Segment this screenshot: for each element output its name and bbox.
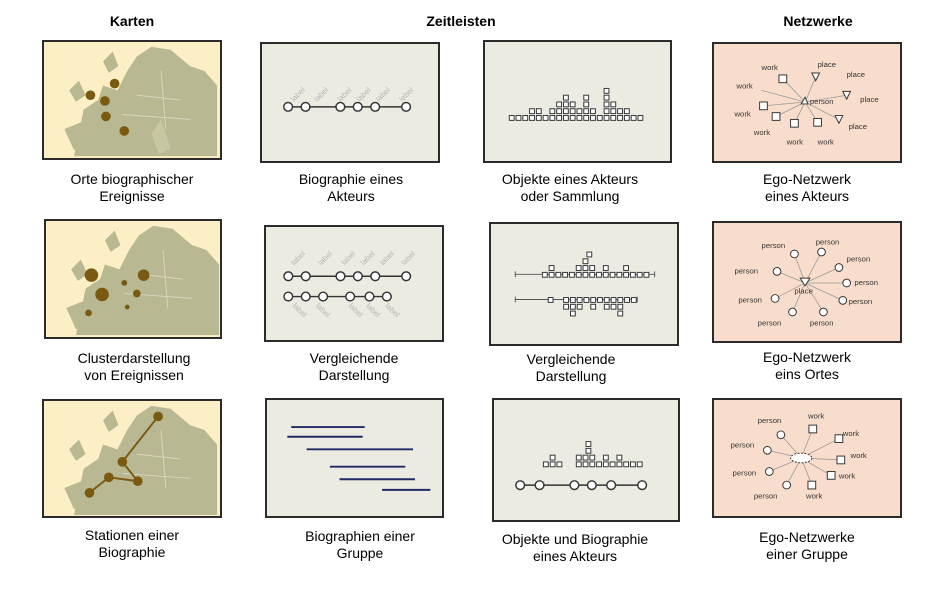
svg-text:person: person [854, 278, 878, 287]
svg-text:person: person [758, 319, 782, 328]
svg-text:person: person [754, 492, 778, 501]
header-maps: Karten [109, 13, 155, 29]
timeline-compare-illustration: label label label label label label labe… [283, 249, 417, 319]
card-network-group: person work work person work person work… [712, 398, 902, 518]
card-group-biographies [265, 398, 444, 518]
svg-text:label: label [359, 249, 377, 267]
svg-text:label: label [312, 85, 330, 103]
caption-r3c4: Ego-Netzwerke einer Gruppe [759, 529, 855, 562]
caption-r2c3: Vergleichende Darstellung [526, 351, 616, 384]
card-timeline-compare: label label label label label label labe… [264, 225, 444, 342]
svg-text:label: label [335, 85, 353, 103]
objects-biography-illustration [515, 441, 648, 491]
svg-text:label: label [316, 249, 334, 267]
caption-r1c4: Ego-Netzwerk eines Akteurs [763, 171, 851, 204]
caption-r2c2: Vergleichende Darstellung [309, 350, 399, 383]
svg-text:label: label [355, 85, 373, 103]
svg-text:person: person [810, 97, 834, 106]
header-timelines: Zeitleisten [426, 13, 496, 29]
header-networks: Netzwerke [783, 13, 853, 29]
svg-text:work: work [786, 138, 803, 147]
svg-text:label: label [378, 249, 396, 267]
svg-text:place: place [818, 60, 836, 69]
svg-text:work: work [850, 451, 867, 460]
europe-map-stations-illustration [64, 405, 218, 516]
svg-text:label: label [339, 249, 357, 267]
card-network-actor: work place place work person place work … [712, 42, 902, 163]
svg-text:label: label [364, 301, 382, 319]
svg-text:work: work [733, 110, 750, 119]
svg-text:work: work [807, 411, 824, 420]
svg-text:place: place [847, 70, 865, 79]
svg-text:person: person [762, 241, 786, 250]
timeline-illustration: label label label label label label [283, 85, 415, 112]
svg-text:person: person [758, 416, 782, 425]
svg-text:place: place [794, 287, 812, 296]
svg-text:person: person [734, 266, 758, 275]
svg-text:person: person [849, 297, 873, 306]
europe-map-cluster-illustration [66, 225, 220, 336]
svg-text:person: person [738, 295, 762, 304]
svg-text:work: work [838, 471, 855, 480]
caption-r1c3: Objekte eines Akteurs oder Sammlung [501, 171, 639, 204]
svg-text:person: person [733, 468, 757, 477]
svg-text:label: label [289, 249, 307, 267]
card-objects-compare [489, 222, 679, 346]
ego-network-actor-illustration: work place place work person place work … [733, 60, 878, 147]
svg-text:work: work [805, 492, 822, 501]
caption-r2c4: Ego-Netzwerk eins Ortes [763, 349, 851, 382]
object-histogram-illustration [508, 87, 644, 121]
svg-text:work: work [842, 429, 859, 438]
svg-text:label: label [347, 301, 365, 319]
svg-text:label: label [399, 249, 417, 267]
svg-text:label: label [314, 301, 332, 319]
card-timeline-biography: label label label label label label [260, 42, 440, 163]
svg-text:place: place [849, 122, 867, 131]
object-compare-illustration [514, 251, 656, 317]
caption-r3c3: Objekte und Biographie eines Akteurs [501, 531, 649, 564]
ego-network-place-illustration: person person person person person place… [734, 237, 878, 328]
group-timeline-illustration [287, 426, 431, 491]
svg-text:work: work [753, 128, 770, 137]
caption-r1c1: Orte biographischer Ereignisse [70, 171, 194, 204]
svg-text:place: place [860, 95, 878, 104]
card-map-places [42, 40, 222, 160]
svg-text:person: person [816, 237, 840, 246]
svg-text:work: work [817, 138, 834, 147]
card-map-clusters [44, 219, 222, 339]
svg-text:label: label [383, 301, 401, 319]
caption-r2c1: Clusterdarstellung von Ereignissen [77, 350, 191, 383]
svg-text:work: work [761, 63, 778, 72]
svg-text:person: person [810, 319, 834, 328]
svg-text:work: work [735, 81, 752, 90]
caption-r3c1: Stationen einer Biographie [84, 527, 180, 560]
svg-text:label: label [397, 85, 415, 103]
svg-text:label: label [374, 85, 392, 103]
svg-text:person: person [847, 255, 871, 264]
svg-text:person: person [731, 440, 755, 449]
svg-text:label: label [291, 301, 309, 319]
europe-map-illustration [64, 46, 218, 157]
caption-r1c2: Biographie eines Akteurs [298, 171, 404, 204]
card-network-place: person person person person person place… [712, 221, 902, 343]
caption-r3c2: Biographien einer Gruppe [305, 528, 415, 561]
card-timeline-objects [483, 40, 672, 163]
svg-text:label: label [289, 85, 307, 103]
card-objects-biography [492, 398, 680, 522]
ego-network-group-illustration: person work work person work person work… [731, 411, 867, 501]
card-map-stations [42, 399, 222, 518]
